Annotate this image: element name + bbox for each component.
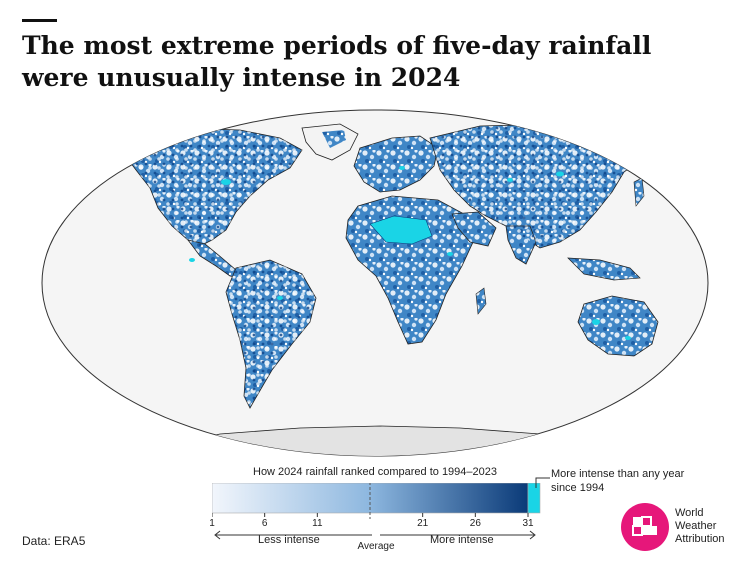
europe bbox=[353, 135, 439, 193]
wwa-logo-icon bbox=[621, 503, 669, 551]
legend-tick-label: 6 bbox=[261, 518, 268, 529]
data-source: Data: ERA5 bbox=[22, 534, 86, 548]
legend-record-note: More intense than any year since 1994 bbox=[551, 468, 685, 494]
madagascar bbox=[475, 287, 487, 315]
title-accent-rule bbox=[22, 19, 57, 22]
brand-name-line1: World bbox=[675, 507, 704, 519]
brand-logo: World Weather Attribution bbox=[620, 502, 745, 552]
legend-title: How 2024 rainfall ranked compared to 199… bbox=[253, 466, 497, 478]
legend-record-swatch bbox=[527, 482, 541, 514]
southeast-asia-islands bbox=[567, 257, 641, 281]
sahara-record-zone bbox=[369, 215, 433, 245]
legend-less-label: Less intense bbox=[258, 534, 320, 546]
legend-direction-arrows bbox=[214, 530, 536, 540]
legend-more-label: More intense bbox=[430, 534, 494, 546]
page-title: The most extreme periods of five-day rai… bbox=[22, 31, 652, 92]
legend-tick-label: 1 bbox=[209, 518, 215, 529]
legend-color-bar bbox=[211, 477, 544, 524]
legend-tick-marks bbox=[211, 513, 529, 517]
legend-note-leader bbox=[535, 477, 550, 488]
legend-average-label: Average bbox=[357, 541, 395, 552]
brand-name-line3: Attribution bbox=[675, 533, 725, 545]
world-map bbox=[40, 108, 710, 458]
japan bbox=[633, 177, 645, 207]
australia bbox=[577, 295, 659, 357]
legend-tick-label: 26 bbox=[469, 518, 481, 529]
legend-tick-label: 11 bbox=[312, 518, 323, 529]
new-zealand bbox=[671, 357, 681, 385]
legend-tick-label: 21 bbox=[417, 518, 429, 529]
record-patches bbox=[189, 166, 631, 340]
brand-name-line2: Weather bbox=[675, 520, 717, 532]
arabian-peninsula bbox=[451, 211, 497, 247]
legend-tick-label: 31 bbox=[522, 518, 534, 529]
